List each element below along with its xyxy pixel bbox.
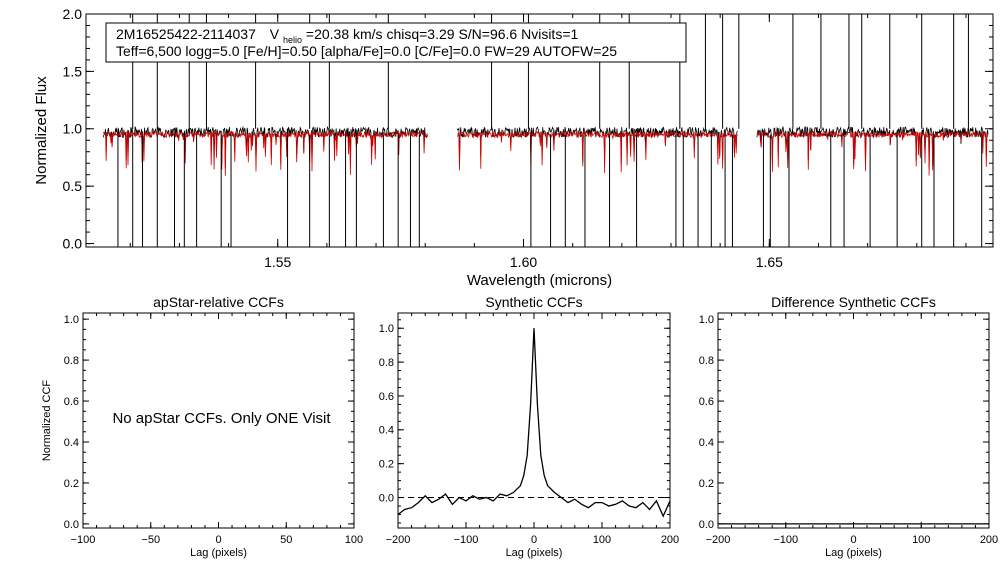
synthetic-ccf-y-tick-label: 0.6 bbox=[379, 391, 394, 403]
difference-ccf-x-tick-label: 100 bbox=[912, 534, 930, 546]
apstar-ccf-y-tick-label: 0.8 bbox=[64, 355, 79, 367]
difference-ccf-y-tick-label: 0.6 bbox=[699, 396, 714, 408]
synthetic-ccf-line bbox=[397, 328, 671, 518]
difference-ccf-x-axis-label: Lag (pixels) bbox=[825, 547, 882, 559]
spectrum-x-tick-label: 1.60 bbox=[510, 254, 537, 270]
synthetic-ccf-y-tick-label: 0.4 bbox=[379, 425, 394, 437]
synthetic-ccf-panel: Synthetic CCFs −200 −100 0 100 200 0.0 0.2 0.4 0… bbox=[379, 294, 679, 559]
difference-ccf-x-tick-label: 200 bbox=[980, 534, 998, 546]
difference-ccf-x-tick-label: −100 bbox=[773, 534, 798, 546]
spectrum-x-tick-label: 1.55 bbox=[264, 254, 291, 270]
spectrum-spikes bbox=[117, 14, 983, 247]
spectrum-x-tick-label: 1.65 bbox=[756, 254, 783, 270]
difference-ccf-x-tick-label: −200 bbox=[706, 534, 731, 546]
difference-ccf-panel: Difference Synthetic CCFs −200 −100 0 100 20… bbox=[699, 294, 998, 559]
apstar-ccf-x-tick-label: 0 bbox=[215, 534, 221, 546]
spectrum-y-tick-label: 1.0 bbox=[63, 121, 83, 137]
spectrum-panel: 1.55 1.60 1.65 0.0 0.5 1.0 1.5 2.0 Normalized F… bbox=[33, 6, 994, 289]
apstar-ccf-y-tick-label: 0.0 bbox=[64, 519, 79, 531]
spectrum-y-tick-label: 0.0 bbox=[63, 235, 83, 251]
v-helio-subscript: helio bbox=[283, 35, 302, 45]
difference-ccf-title: Difference Synthetic CCFs bbox=[771, 294, 936, 310]
v-helio-details: =20.38 km/s chisq=3.29 S/N=96.6 Nvisits=… bbox=[306, 26, 579, 42]
synthetic-spectrum-segment bbox=[456, 130, 738, 173]
synthetic-ccf-axes: −200 −100 0 100 200 0.0 0.2 0.4 0.6 0.8 1.0 bbox=[379, 313, 679, 546]
synthetic-ccf-x-tick-label: −100 bbox=[454, 534, 479, 546]
synthetic-spectrum-segment bbox=[756, 130, 989, 176]
apstar-ccf-y-axis-label: Normalized CCF bbox=[41, 380, 53, 462]
star-id: 2M16525422-2114037 bbox=[116, 26, 256, 42]
synthetic-ccf-x-tick-label: 0 bbox=[531, 534, 537, 546]
apstar-ccf-x-tick-label: −50 bbox=[141, 534, 160, 546]
synthetic-ccf-y-tick-label: 1.0 bbox=[379, 323, 394, 335]
synthetic-ccf-title: Synthetic CCFs bbox=[485, 294, 582, 310]
spectrum-plot-frame bbox=[85, 13, 994, 248]
apstar-ccf-y-tick-label: 0.2 bbox=[64, 478, 79, 490]
info-box-frame bbox=[105, 22, 687, 63]
synthetic-ccf-x-tick-label: −200 bbox=[386, 534, 411, 546]
difference-ccf-y-tick-label: 0.4 bbox=[699, 437, 714, 449]
spectrum-axes: 1.55 1.60 1.65 0.0 0.5 1.0 1.5 2.0 bbox=[63, 6, 993, 270]
apstar-ccf-x-axis-label: Lag (pixels) bbox=[190, 547, 247, 559]
apstar-ccf-panel: apStar-relative CCFs −100 −50 0 50 100 0.0 0.2… bbox=[41, 294, 363, 559]
difference-ccf-y-tick-label: 1.0 bbox=[699, 314, 714, 326]
synthetic-ccf-x-axis-label: Lag (pixels) bbox=[506, 547, 563, 559]
apstar-ccf-title: apStar-relative CCFs bbox=[153, 294, 284, 310]
synthetic-ccf-x-tick-label: 200 bbox=[661, 534, 679, 546]
spectrum-y-tick-label: 0.5 bbox=[63, 178, 83, 194]
synthetic-ccf-y-tick-label: 0.8 bbox=[379, 357, 394, 369]
spectrum-y-axis-label: Normalized Flux bbox=[33, 76, 50, 185]
spectrum-info-box: 2M16525422-2114037 V helio =20.38 km/s c… bbox=[105, 22, 687, 63]
synthetic-ccf-plot-frame bbox=[397, 312, 671, 529]
apstar-ccf-y-tick-label: 1.0 bbox=[64, 314, 79, 326]
apstar-ccf-x-tick-label: 50 bbox=[280, 534, 292, 546]
no-ccf-message: No apStar CCFs. Only ONE Visit bbox=[112, 410, 331, 427]
apstar-ccf-axes: −100 −50 0 50 100 0.0 0.2 0.4 0.6 0.8 1.0 bbox=[64, 313, 363, 546]
difference-ccf-x-tick-label: 0 bbox=[850, 534, 856, 546]
synthetic-spectrum-segment bbox=[102, 130, 429, 176]
synthetic-ccf-x-tick-label: 100 bbox=[593, 534, 611, 546]
difference-ccf-plot-frame bbox=[717, 312, 990, 529]
synthetic-spectrum-series bbox=[102, 130, 989, 176]
difference-ccf-y-tick-label: 0.8 bbox=[699, 355, 714, 367]
spectrum-y-tick-label: 2.0 bbox=[63, 6, 83, 22]
spectrum-y-tick-label: 1.5 bbox=[63, 63, 83, 79]
apstar-ccf-x-tick-label: 100 bbox=[345, 534, 363, 546]
v-helio-symbol: V bbox=[270, 26, 280, 42]
synthetic-ccf-y-tick-label: 0.2 bbox=[379, 459, 394, 471]
info-line-1: 2M16525422-2114037 V helio =20.38 km/s c… bbox=[116, 26, 578, 46]
apstar-ccf-x-tick-label: −100 bbox=[71, 534, 96, 546]
difference-ccf-axes: −200 −100 0 100 200 0.0 0.2 0.4 0.6 0.8 1.0 bbox=[699, 313, 998, 546]
difference-ccf-y-tick-label: 0.2 bbox=[699, 478, 714, 490]
info-line-2: Teff=6,500 logg=5.0 [Fe/H]=0.50 [alpha/F… bbox=[116, 43, 617, 59]
synthetic-ccf-y-tick-label: 0.0 bbox=[379, 492, 394, 504]
apstar-ccf-y-tick-label: 0.6 bbox=[64, 396, 79, 408]
apstar-ccf-y-tick-label: 0.4 bbox=[64, 437, 79, 449]
difference-ccf-y-tick-label: 0.0 bbox=[699, 519, 714, 531]
spectrum-x-axis-label: Wavelength (microns) bbox=[467, 272, 612, 289]
